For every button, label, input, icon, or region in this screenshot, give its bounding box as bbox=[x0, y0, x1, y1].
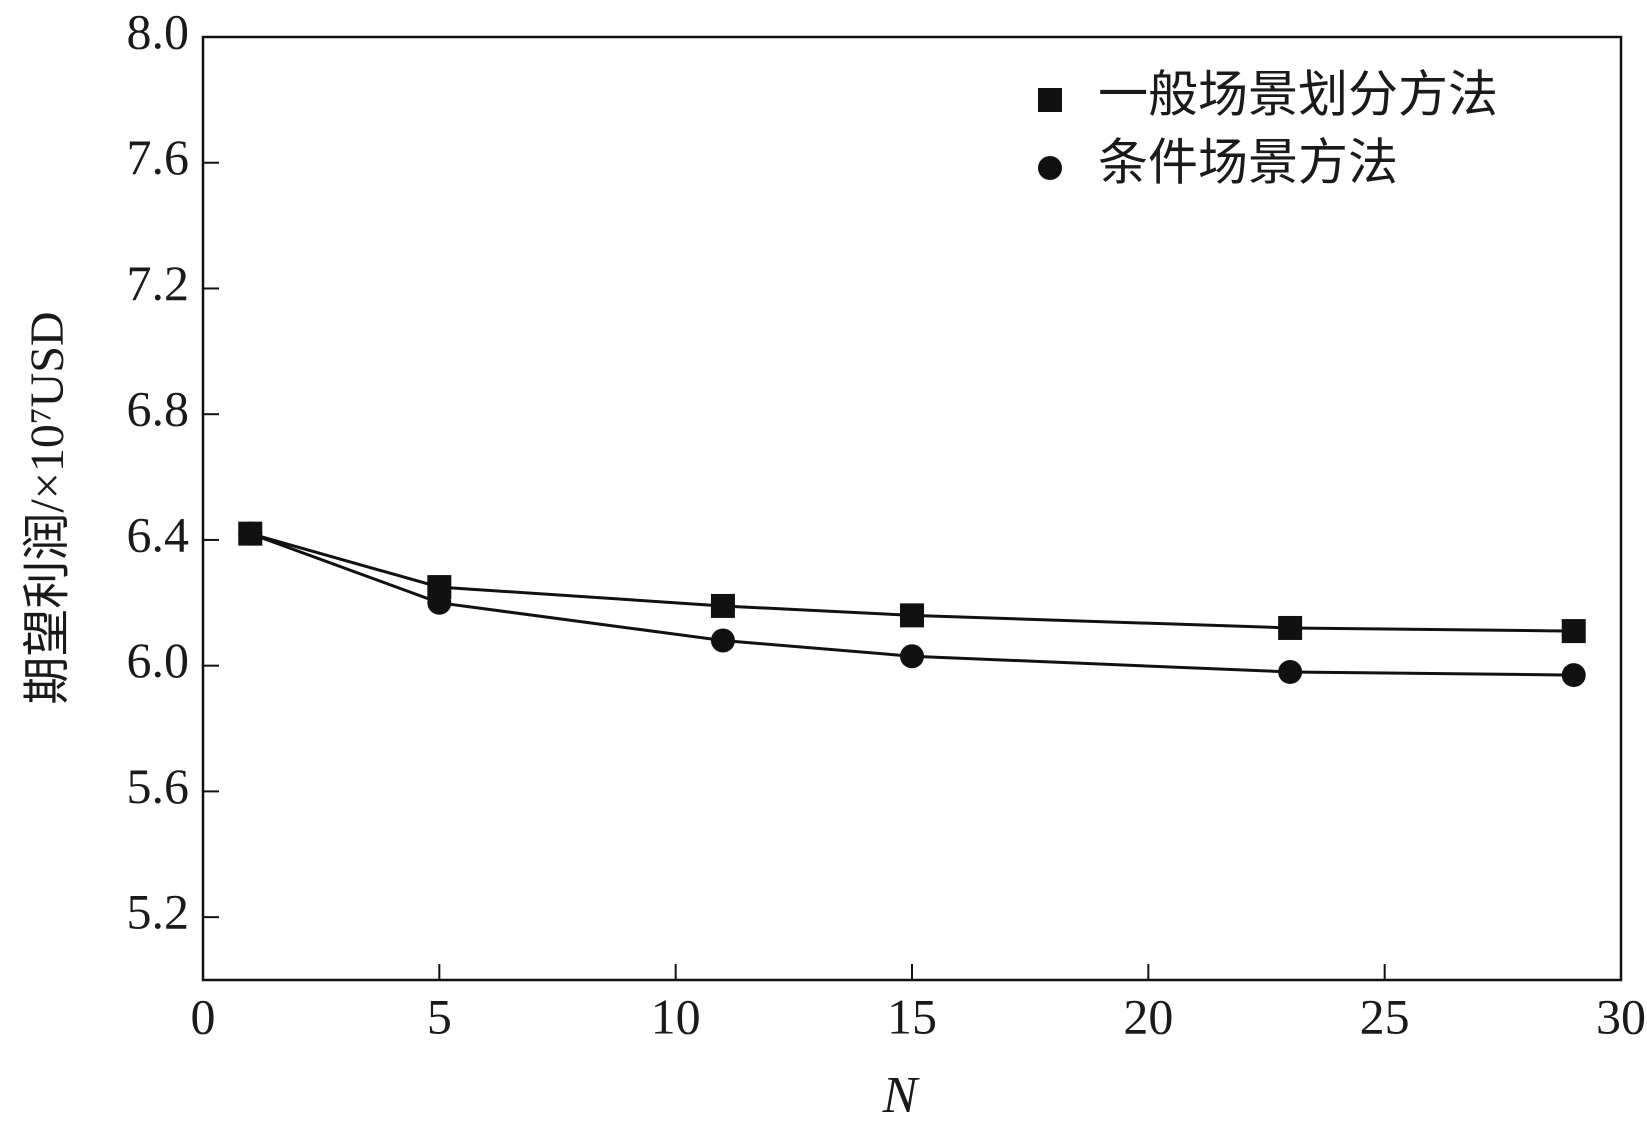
legend-marker bbox=[1038, 88, 1062, 112]
x-tick-label: 30 bbox=[1596, 988, 1646, 1044]
x-axis-label: N bbox=[882, 1067, 921, 1124]
y-tick-label: 6.8 bbox=[127, 381, 190, 437]
x-tick-label: 5 bbox=[427, 988, 452, 1044]
legend-label: 条件场景方法 bbox=[1098, 134, 1398, 190]
x-tick-label: 20 bbox=[1123, 988, 1173, 1044]
data-point bbox=[710, 593, 735, 618]
x-tick-label: 0 bbox=[191, 988, 216, 1044]
y-tick-label: 6.0 bbox=[127, 632, 190, 688]
data-point bbox=[900, 644, 924, 669]
x-tick-label: 10 bbox=[651, 988, 701, 1044]
data-point bbox=[1561, 619, 1586, 644]
data-point bbox=[1278, 615, 1303, 640]
series-line bbox=[249, 532, 1574, 633]
y-tick-label: 6.4 bbox=[127, 506, 190, 562]
y-tick-label: 7.2 bbox=[127, 255, 190, 311]
y-tick-label: 5.6 bbox=[127, 758, 190, 814]
data-point bbox=[427, 590, 452, 615]
y-tick-label: 5.2 bbox=[127, 884, 190, 940]
plot-frame bbox=[201, 35, 1623, 982]
y-tick-label: 8.0 bbox=[127, 3, 190, 59]
y-tick-label: 7.6 bbox=[127, 129, 190, 185]
data-point bbox=[710, 628, 735, 653]
x-tick-label: 15 bbox=[887, 988, 937, 1044]
legend-label: 一般场景划分方法 bbox=[1098, 66, 1498, 122]
data-point bbox=[1278, 659, 1303, 684]
data-point bbox=[1561, 663, 1586, 688]
y-axis-label: 期望利润/×10⁷USD bbox=[21, 311, 74, 704]
data-point bbox=[238, 521, 263, 546]
legend-marker bbox=[1038, 156, 1062, 180]
x-tick-label: 25 bbox=[1360, 988, 1410, 1044]
series-line bbox=[249, 532, 1574, 677]
data-point bbox=[900, 603, 924, 628]
